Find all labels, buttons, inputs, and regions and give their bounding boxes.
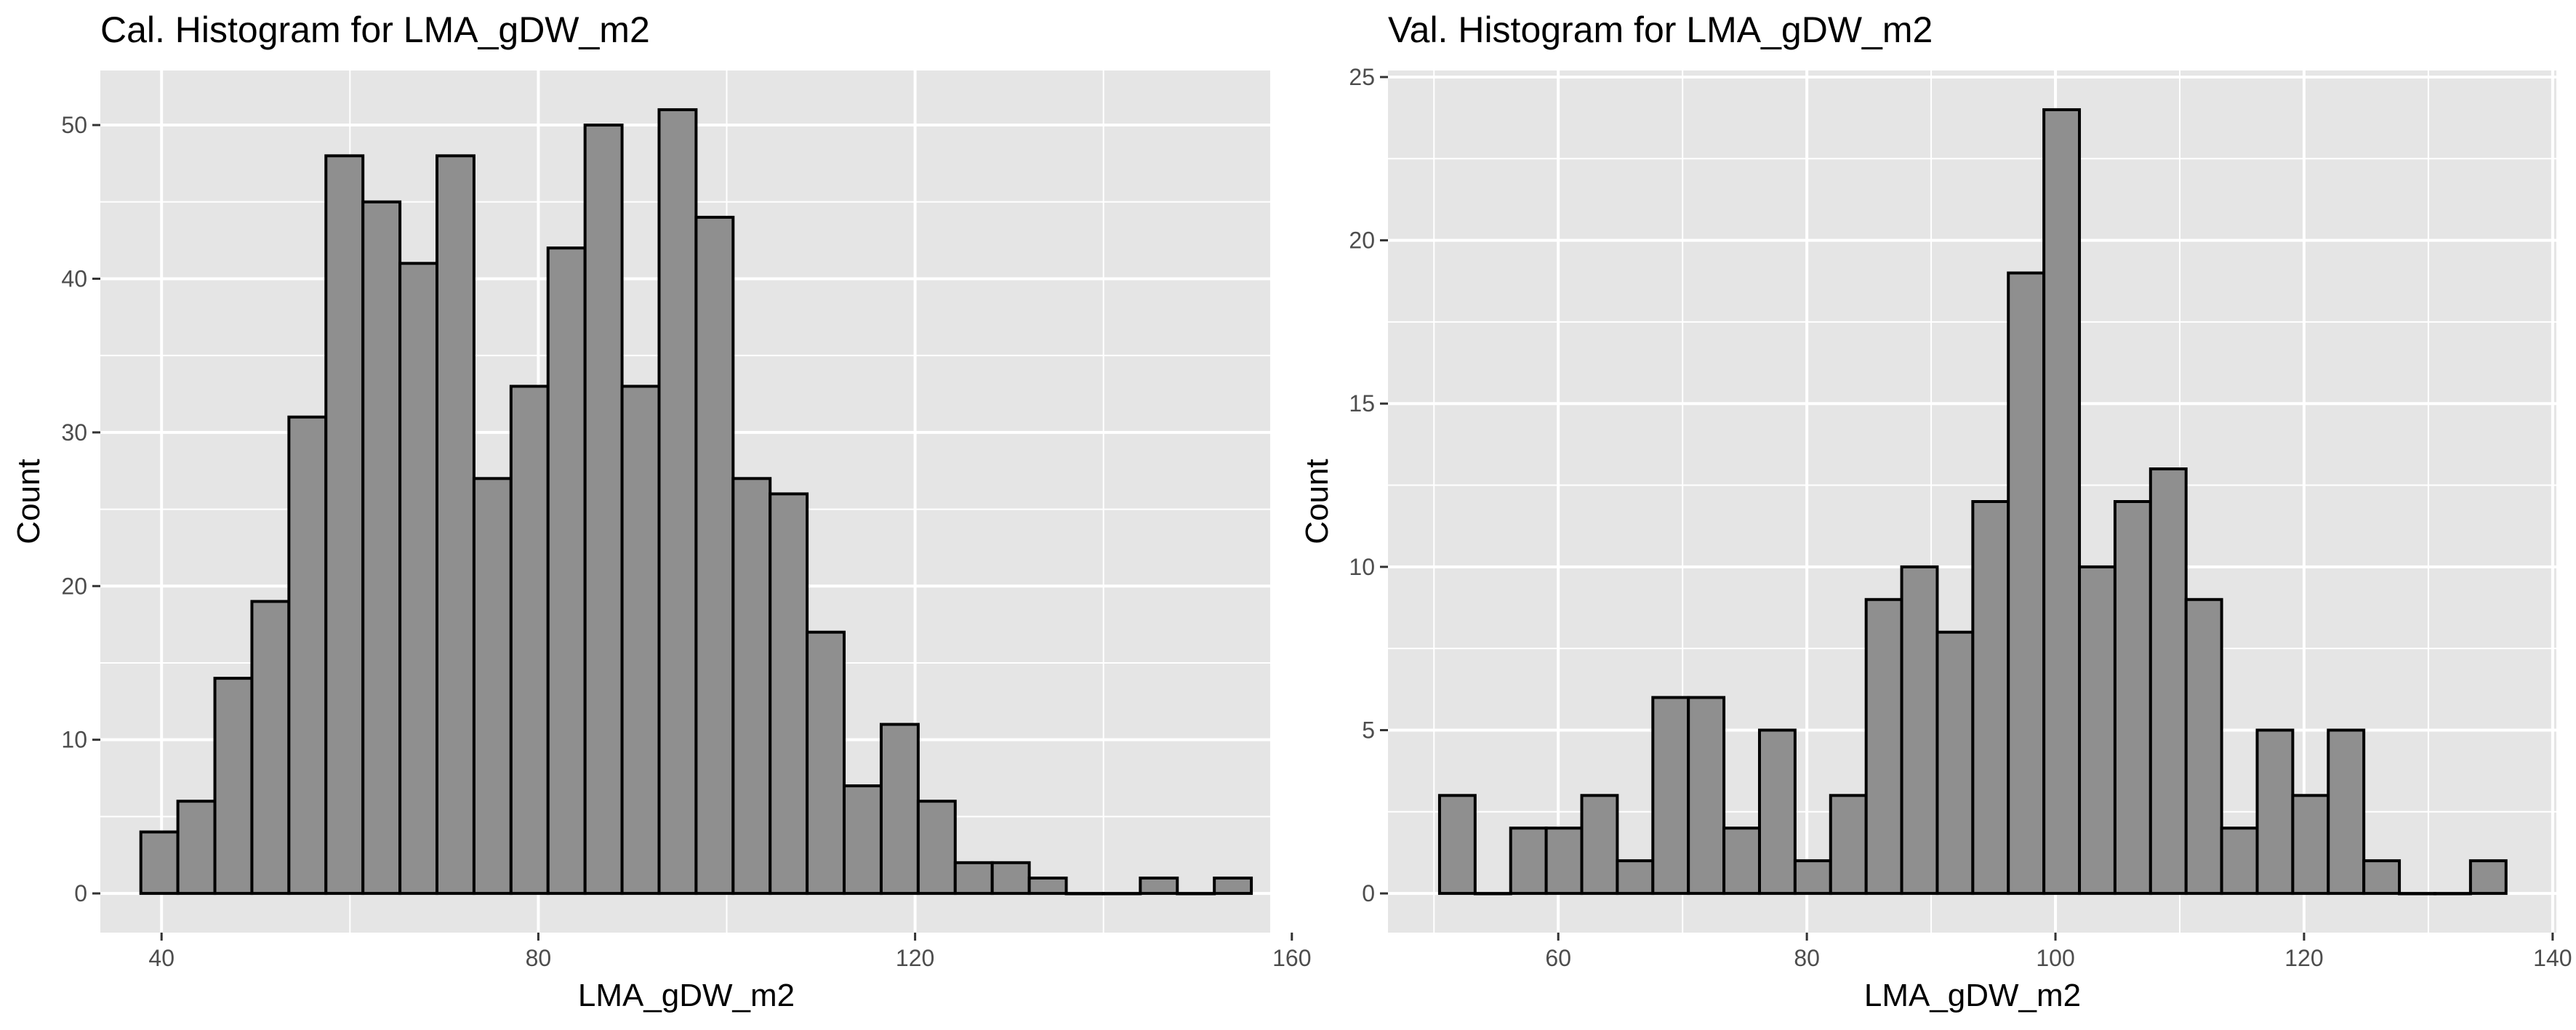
cal-histogram-bar (1176, 892, 1216, 896)
val-y-tick-label: 10 (1349, 554, 1375, 580)
cal-y-tick-label: 10 (61, 727, 87, 753)
val-histogram-bar (1935, 630, 1975, 896)
cal-histogram-bar (769, 492, 809, 896)
val-chart-title: Val. Histogram for LMA_gDW_m2 (1388, 9, 1933, 50)
cal-y-tick-label: 40 (61, 265, 87, 291)
cal-histogram-bar (176, 800, 217, 896)
cal-histogram-bar (546, 246, 587, 896)
cal-histogram-bar (990, 861, 1031, 896)
val-histogram-bar (1687, 696, 1726, 896)
cal-y-tick-label: 50 (61, 112, 87, 138)
cal-x-tick-label: 80 (526, 945, 552, 971)
val-bars (1437, 108, 2508, 896)
val-y-axis: 0 5 10 15 20 25 (1349, 64, 1388, 906)
cal-histogram-bar (213, 677, 254, 896)
cal-x-axis-title: LMA_gDW_m2 (578, 978, 795, 1013)
cal-histogram-bar (472, 477, 513, 896)
val-histogram-bar (1616, 859, 1655, 896)
val-histogram-panel: Val. Histogram for LMA_gDW_m2 0 5 10 15 20 25… (1299, 9, 2572, 1013)
val-histogram-bar (1509, 826, 1548, 896)
val-histogram-bar (2362, 859, 2402, 896)
cal-y-axis: 0 10 20 30 40 50 (61, 112, 100, 906)
val-histogram-bar (1580, 794, 1619, 896)
cal-histogram-bar (657, 108, 698, 896)
val-y-tick-label: 0 (1362, 880, 1375, 906)
val-histogram-bar (2220, 826, 2259, 896)
val-x-tick-label: 140 (2533, 945, 2572, 971)
cal-histogram-bar (361, 200, 402, 896)
cal-histogram-bar (620, 385, 661, 896)
cal-y-tick-label: 0 (74, 880, 87, 906)
val-x-tick-label: 120 (2284, 945, 2323, 971)
val-histogram-bar (1722, 826, 1761, 896)
cal-y-axis-title: Count (11, 459, 47, 544)
val-y-axis-title: Count (1299, 459, 1335, 544)
cal-y-tick-label: 20 (61, 573, 87, 599)
val-histogram-bar (2078, 565, 2116, 896)
cal-histogram-bar (953, 861, 994, 896)
val-histogram-bar (2255, 728, 2295, 896)
cal-x-axis: 40 80 120 160 (148, 933, 1311, 971)
val-histogram-bar (1757, 728, 1797, 896)
val-histogram-bar (2468, 859, 2508, 896)
val-histogram-bar (1651, 696, 1690, 896)
cal-histogram-bar (324, 154, 365, 896)
val-histogram-bar (1544, 826, 1584, 896)
val-histogram-bar (2042, 108, 2082, 896)
cal-histogram-bar (843, 784, 883, 896)
val-histogram-bar (1829, 794, 1868, 896)
val-histogram-bar (2113, 500, 2152, 896)
val-histogram-bar (1473, 892, 1512, 896)
cal-histogram-bar (1102, 892, 1142, 896)
val-x-tick-label: 80 (1794, 945, 1820, 971)
val-histogram-bar (2433, 892, 2472, 896)
val-histogram-bar (1793, 859, 1832, 896)
val-x-axis-title: LMA_gDW_m2 (1864, 978, 2081, 1013)
cal-histogram-bar (139, 830, 180, 896)
cal-histogram-bar (250, 600, 291, 896)
cal-y-tick-label: 30 (61, 419, 87, 446)
val-x-tick-label: 60 (1545, 945, 1571, 971)
val-x-axis: 60 80 100 120 140 (1545, 933, 2572, 971)
cal-x-tick-label: 40 (148, 945, 174, 971)
val-histogram-bar (2291, 794, 2330, 896)
cal-histogram-bar (583, 124, 624, 896)
val-histogram-bar (1864, 598, 1903, 896)
cal-histogram-bar (1139, 876, 1179, 896)
val-histogram-bar (2148, 467, 2188, 896)
cal-histogram-bar (731, 477, 772, 896)
cal-chart-title: Cal. Histogram for LMA_gDW_m2 (100, 9, 650, 50)
cal-histogram-panel: Cal. Histogram for LMA_gDW_m2 0 10 20 30 40 5… (11, 9, 1311, 1013)
cal-histogram-bar (509, 385, 550, 896)
cal-histogram-bar (1027, 876, 1068, 896)
val-y-tick-label: 25 (1349, 64, 1375, 90)
cal-histogram-bar (1213, 876, 1253, 896)
val-histogram-bar (2184, 598, 2223, 896)
cal-histogram-bar (879, 723, 920, 896)
cal-histogram-bar (1064, 892, 1105, 896)
cal-histogram-bar (436, 154, 476, 896)
val-x-tick-label: 100 (2036, 945, 2074, 971)
val-histogram-bar (2007, 271, 2046, 896)
val-histogram-bar (1900, 565, 1939, 896)
val-y-tick-label: 20 (1349, 228, 1375, 254)
cal-bars (139, 108, 1253, 896)
cal-histogram-bar (398, 262, 439, 896)
cal-histogram-bar (806, 630, 846, 896)
cal-histogram-bar (694, 215, 735, 896)
cal-x-tick-label: 120 (896, 945, 934, 971)
cal-histogram-bar (916, 800, 957, 896)
val-histogram-bar (2398, 892, 2436, 896)
val-histogram-bar (1971, 500, 2010, 896)
val-histogram-bar (1437, 794, 1477, 896)
val-y-tick-label: 15 (1349, 390, 1375, 417)
val-y-tick-label: 5 (1362, 717, 1375, 743)
val-histogram-bar (2327, 728, 2366, 896)
cal-histogram-bar (287, 415, 328, 896)
cal-x-tick-label: 160 (1272, 945, 1311, 971)
